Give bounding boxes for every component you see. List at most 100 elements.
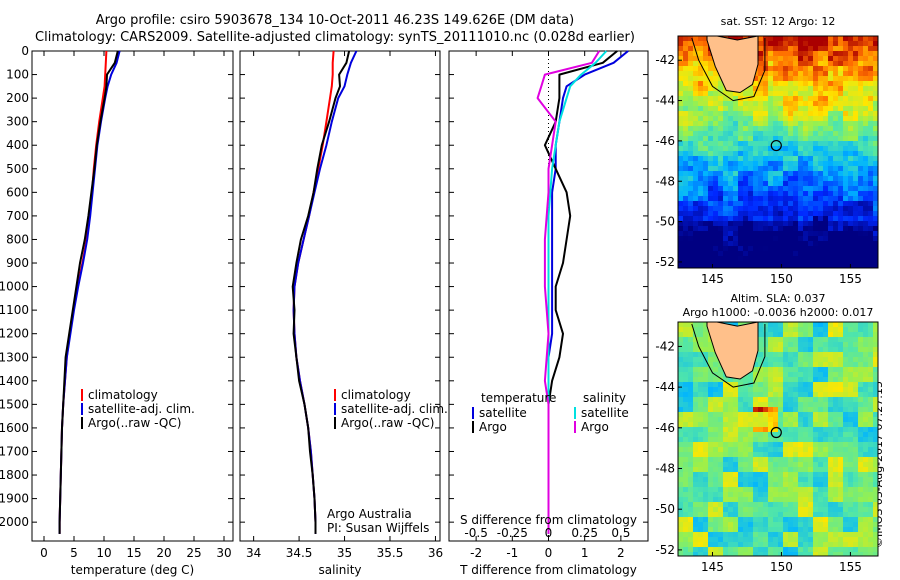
map-cell	[678, 507, 684, 513]
map-cell	[863, 427, 869, 433]
map-cell	[823, 141, 829, 147]
map-cell	[823, 392, 829, 398]
map-cell	[848, 171, 854, 177]
map-cell	[848, 226, 854, 232]
map-cell	[843, 357, 849, 363]
map-cell	[703, 527, 709, 533]
map-cell	[678, 357, 684, 363]
map-cell	[798, 221, 804, 227]
map-cell	[748, 482, 754, 488]
map-cell	[748, 502, 754, 508]
map-cell	[798, 357, 804, 363]
map-cell	[683, 362, 689, 368]
map-cell	[688, 101, 694, 107]
map-cell	[758, 497, 764, 503]
map-cell	[688, 171, 694, 177]
map-cell	[683, 497, 689, 503]
map-cell	[743, 482, 749, 488]
map-cell	[873, 482, 878, 488]
map-cell	[693, 246, 699, 252]
map-cell	[678, 161, 684, 167]
map-cell	[828, 407, 834, 413]
map-cell	[813, 56, 819, 62]
map-cell	[693, 76, 699, 82]
map-cell	[788, 492, 794, 498]
map-cell	[693, 512, 699, 518]
map-cell	[698, 407, 704, 413]
map-cell	[783, 422, 789, 428]
map-cell	[708, 497, 714, 503]
map-cell	[698, 196, 704, 202]
map-cell	[863, 151, 869, 157]
map-cell	[793, 417, 799, 423]
map-cell	[813, 226, 819, 232]
map-cell	[728, 452, 734, 458]
map-cell	[848, 116, 854, 122]
map-cell	[853, 462, 859, 468]
map-cell	[693, 56, 699, 62]
map-cell	[693, 342, 699, 348]
map-cell	[678, 106, 684, 112]
map-cell	[768, 116, 774, 122]
map-cell	[718, 196, 724, 202]
map-cell	[813, 387, 819, 393]
map-cell	[738, 111, 744, 117]
map-cell	[678, 76, 684, 82]
map-cell	[808, 442, 814, 448]
map-cell	[703, 422, 709, 428]
map-cell	[713, 116, 719, 122]
map-cell	[823, 246, 829, 252]
map-cell	[833, 211, 839, 217]
map-cell	[823, 236, 829, 242]
map-cell	[838, 552, 844, 556]
map-cell	[808, 347, 814, 353]
map-cell	[868, 46, 874, 52]
map-cell	[848, 537, 854, 543]
map-cell	[728, 116, 734, 122]
map-cell	[758, 206, 764, 212]
map-cell	[828, 477, 834, 483]
map-cell	[778, 347, 784, 353]
map-cell	[683, 41, 689, 47]
map-cell	[798, 61, 804, 67]
map-cell	[873, 502, 878, 508]
map-cell	[773, 246, 779, 252]
map-cell	[798, 542, 804, 548]
map-cell	[758, 146, 764, 152]
map-cell	[738, 246, 744, 252]
map-cell	[818, 201, 824, 207]
map-cell	[788, 332, 794, 338]
map-cell	[873, 547, 878, 553]
map-cell	[708, 512, 714, 518]
map-cell	[778, 191, 784, 197]
map-cell	[803, 131, 809, 137]
map-cell	[693, 412, 699, 418]
plot-frame-temperature	[31, 50, 234, 542]
map-cell	[853, 256, 859, 262]
map-cell	[688, 387, 694, 393]
map-cell	[793, 61, 799, 67]
map-cell	[758, 527, 764, 533]
map-cell	[748, 487, 754, 493]
annotation-line: PI: Susan Wijffels	[327, 521, 429, 535]
map-cell	[708, 61, 714, 67]
map-cell	[798, 432, 804, 438]
map-cell	[868, 201, 874, 207]
map-cell	[818, 422, 824, 428]
map-cell	[698, 517, 704, 523]
map-cell	[688, 552, 694, 556]
map-cell	[703, 547, 709, 553]
map-cell	[838, 61, 844, 67]
map-cell	[783, 357, 789, 363]
map-cell	[823, 372, 829, 378]
map-cell	[703, 552, 709, 556]
map-cell	[813, 206, 819, 212]
map-cell	[828, 56, 834, 62]
map-cell	[763, 522, 769, 528]
map-cell	[753, 522, 759, 528]
map-cell	[818, 161, 824, 167]
map-cell	[733, 161, 739, 167]
map-cell	[818, 367, 824, 373]
map-cell	[678, 352, 684, 358]
map-cell	[863, 126, 869, 132]
